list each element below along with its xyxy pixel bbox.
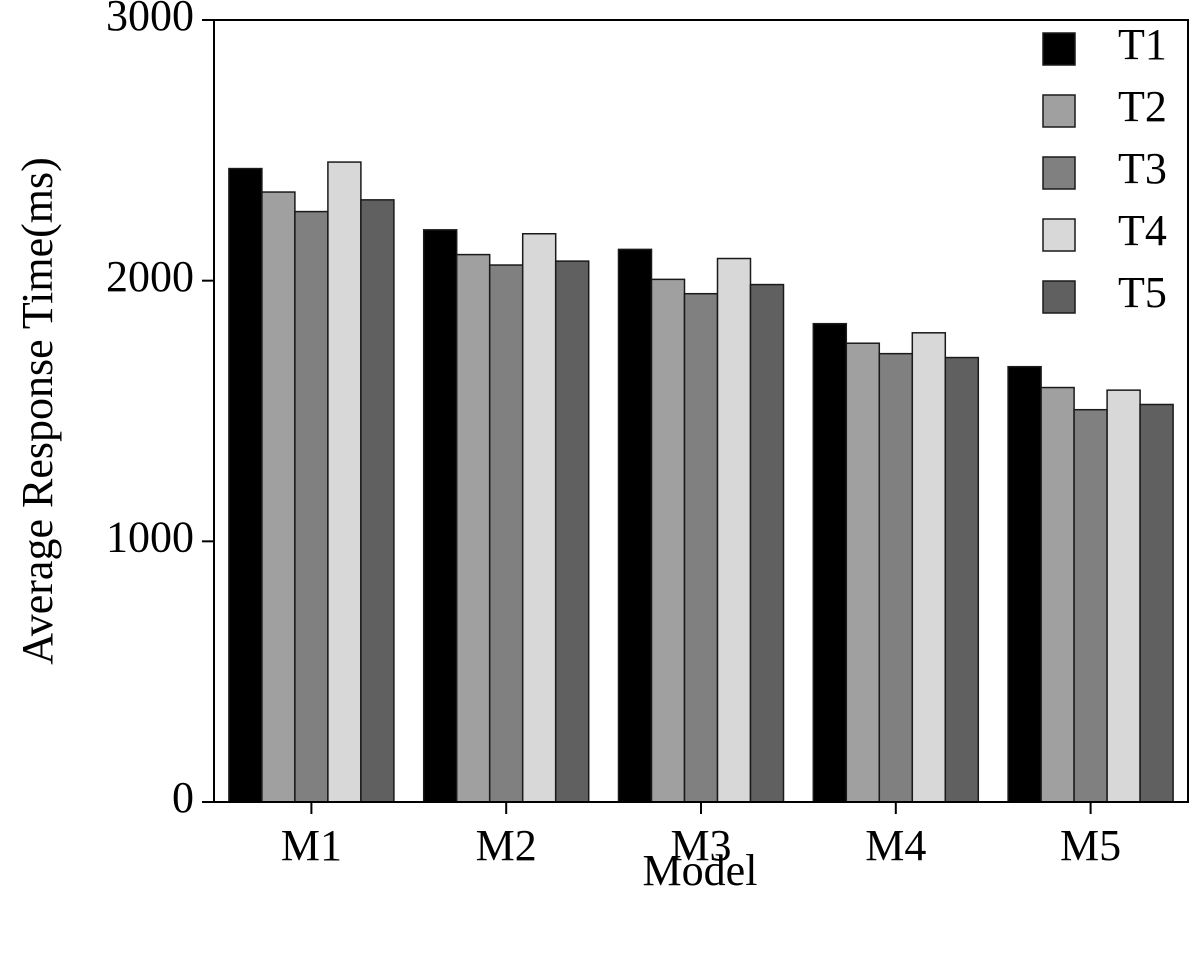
x-tick-label: M5 (1060, 821, 1121, 870)
bar-t5-m5 (1139, 403, 1174, 803)
x-axis: M1 M2 M3 M4 M5 (281, 802, 1121, 870)
y-tick-label: 3000 (106, 0, 194, 40)
x-axis-title: Model (643, 846, 758, 895)
legend-swatch-t3 (1042, 156, 1076, 190)
bar-t1-m5 (1007, 365, 1042, 803)
legend-label-t4: T4 (1118, 206, 1167, 255)
legend-label-t1: T1 (1118, 20, 1167, 69)
x-tick-label: M4 (865, 821, 926, 870)
legend-swatch-t4 (1042, 218, 1076, 252)
legend-label-t3: T3 (1118, 144, 1167, 193)
bar-t1-m1 (228, 167, 263, 803)
bar-t3-m3 (683, 292, 719, 803)
bar-t1-m2 (422, 229, 458, 803)
bar-t2-m2 (455, 253, 491, 803)
x-tick-label: M2 (476, 821, 537, 870)
bar-t2-m3 (650, 278, 686, 803)
bar-t3-m1 (294, 210, 329, 803)
y-tick-label: 1000 (106, 512, 194, 561)
bar-t4-m4 (911, 332, 947, 803)
x-tick-label: M3 (670, 821, 731, 870)
legend-swatch-t2 (1042, 94, 1076, 128)
bar-t1-m4 (812, 322, 848, 803)
bar-t4-m5 (1106, 389, 1141, 803)
legend-label-t5: T5 (1118, 268, 1167, 317)
bar-t2-m4 (845, 342, 881, 803)
bar-t4-m3 (716, 257, 752, 803)
y-tick-label: 0 (172, 773, 194, 822)
legend-swatch-t5 (1042, 280, 1076, 314)
bar-t3-m4 (878, 352, 914, 803)
bar-t5-m1 (360, 199, 395, 803)
bar-t5-m3 (749, 283, 785, 803)
legend: T1 T2 T3 T4 T5 (1042, 20, 1167, 317)
bar-t5-m4 (944, 356, 980, 803)
bar-t4-m1 (327, 161, 362, 803)
bar-t3-m5 (1073, 408, 1108, 803)
bars-layer (228, 161, 1174, 803)
y-axis-title: Average Response Time(ms) (13, 157, 62, 665)
bar-t5-m2 (554, 260, 590, 803)
legend-label-t2: T2 (1118, 82, 1167, 131)
legend-swatch-t1 (1042, 32, 1076, 66)
x-tick-label: M1 (281, 821, 342, 870)
y-axis: 0 1000 2000 3000 (106, 0, 214, 822)
bar-t1-m3 (617, 248, 653, 803)
bar-t4-m2 (521, 232, 557, 803)
bar-t2-m1 (261, 191, 296, 803)
y-tick-label: 2000 (106, 252, 194, 301)
bar-t3-m2 (488, 264, 524, 803)
bar-t2-m5 (1040, 386, 1075, 803)
